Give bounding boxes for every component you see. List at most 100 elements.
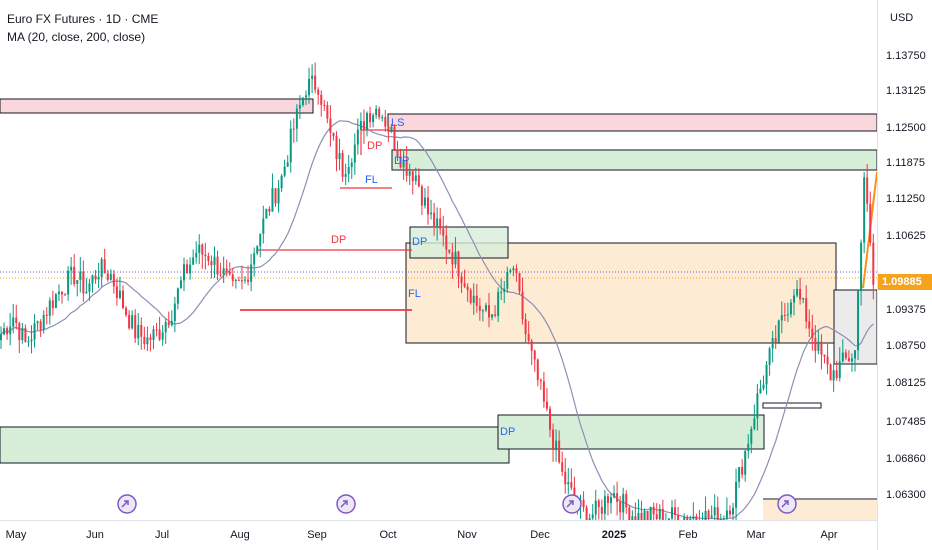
candle-body (6, 328, 9, 335)
candle-body (707, 510, 710, 518)
plot-area[interactable]: LS DP DP FL DP DP FL DP (0, 0, 877, 520)
symbol-title[interactable]: Euro FX Futures · 1D · CME (7, 12, 159, 26)
candle-body (619, 501, 622, 513)
candle-body (414, 175, 417, 182)
moving-average-layer (0, 120, 874, 520)
candle-body (622, 494, 625, 513)
candle-body (311, 75, 314, 79)
candle-body (741, 467, 744, 475)
candle-body (863, 177, 866, 243)
time-label: Jul (154, 529, 170, 541)
candle-body (658, 508, 661, 520)
candle (48, 297, 51, 325)
candle (439, 207, 442, 235)
candle-body (545, 401, 548, 409)
candle (274, 187, 277, 207)
indicator-label[interactable]: MA (20, close, 200, close) (7, 30, 146, 44)
candle-body (869, 203, 872, 243)
candle-body (457, 251, 460, 277)
candle-body (411, 171, 414, 182)
candle (719, 513, 722, 520)
candle-body (674, 507, 677, 516)
candle-body (616, 493, 619, 502)
candle-body (805, 297, 808, 322)
candle (170, 310, 173, 327)
candle-body (213, 256, 216, 266)
candle (378, 106, 381, 120)
candle (305, 90, 307, 105)
candle-body (765, 364, 768, 385)
candle-body (12, 317, 15, 327)
candle-body (686, 516, 689, 520)
candle (756, 384, 759, 431)
candle-body (738, 467, 741, 482)
candle-body (353, 144, 356, 163)
candle (143, 326, 146, 350)
candle-body (661, 508, 664, 520)
candle-body (402, 160, 405, 168)
candle (460, 272, 463, 293)
candle (225, 259, 228, 277)
event-icon-mar[interactable] (777, 494, 797, 514)
candle-body (167, 321, 170, 326)
candle-body (814, 338, 817, 351)
candle (567, 467, 570, 495)
time-label: Feb (678, 529, 698, 541)
candle (393, 124, 396, 151)
candle-body (844, 352, 847, 358)
event-icon-jul[interactable] (117, 494, 137, 514)
candle-body (140, 325, 143, 337)
price-tick: 1.10625 (886, 230, 926, 242)
candle (103, 248, 106, 274)
candle-body (634, 516, 637, 520)
event-icon-sep[interactable] (336, 494, 356, 514)
candle-body (423, 197, 426, 206)
candle-body (301, 97, 304, 106)
candle-body (460, 276, 463, 284)
price-tick: 1.07485 (886, 416, 926, 428)
candle (183, 257, 185, 292)
candle-body (375, 108, 378, 116)
candle-body (655, 514, 658, 520)
orange-zone (405, 242, 837, 344)
candle-body (594, 500, 597, 515)
candle-body (94, 275, 97, 280)
candle-body (289, 128, 292, 163)
price-tick: 1.11250 (886, 193, 925, 205)
candle (802, 297, 805, 304)
chart-canvas[interactable]: LS DP DP FL DP DP FL DP (0, 0, 877, 520)
candle-body (692, 516, 695, 519)
candle-body (555, 440, 558, 451)
candle-body (3, 328, 6, 335)
candle (655, 503, 658, 520)
time-axis[interactable]: May Jun Jul Aug Sep Oct Nov Dec 2025 Feb… (0, 520, 877, 550)
candle (457, 250, 460, 289)
candle-body (64, 294, 67, 296)
price-axis[interactable]: USD 1.13750 1.13125 1.12500 1.11875 1.11… (877, 0, 932, 550)
candle (640, 500, 643, 520)
candle (850, 353, 853, 372)
ma-line (0, 120, 874, 520)
candle-body (405, 160, 408, 176)
candle-body (640, 512, 643, 520)
currency-label[interactable]: USD (890, 12, 914, 24)
candle-body (512, 268, 515, 271)
candle-body (30, 339, 33, 342)
candle-body (536, 359, 539, 381)
candle-body (198, 244, 201, 253)
candle-body (841, 352, 844, 362)
event-icons[interactable] (117, 494, 797, 514)
candle (411, 169, 414, 195)
candle (271, 173, 274, 212)
candle-body (54, 294, 57, 309)
candle (372, 113, 375, 128)
candle (610, 492, 612, 514)
candle-body (146, 337, 149, 345)
candle (475, 283, 478, 313)
candle-body (695, 516, 698, 520)
candle (344, 163, 347, 186)
event-icon-dec[interactable] (562, 494, 582, 514)
candle (634, 502, 637, 520)
candle (820, 334, 823, 370)
current-price-badge[interactable]: 1.09885 (878, 274, 932, 290)
